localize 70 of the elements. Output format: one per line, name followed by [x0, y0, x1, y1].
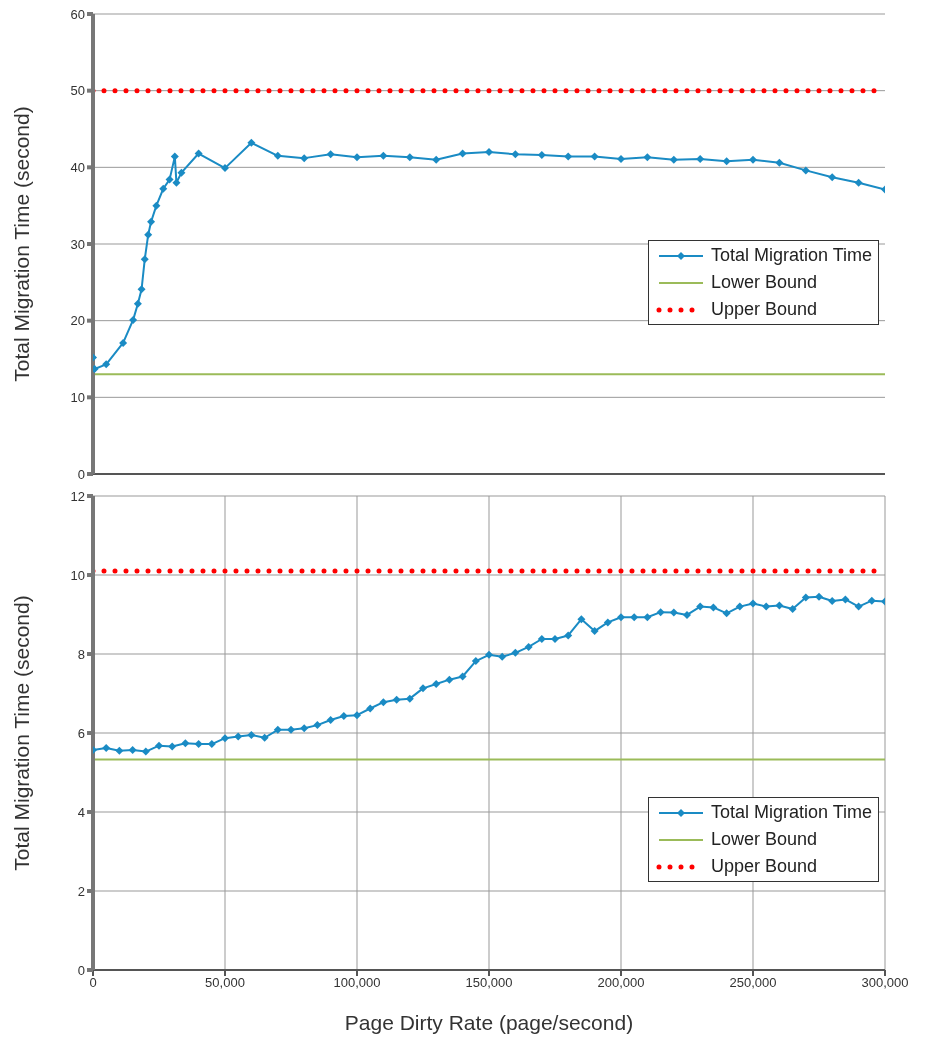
point [144, 230, 153, 239]
point [165, 175, 174, 184]
point [643, 153, 652, 162]
point [194, 149, 203, 158]
point [300, 154, 309, 163]
point [273, 151, 282, 160]
x-tick-label: 100,000 [333, 975, 381, 991]
point [137, 285, 146, 294]
y-tick-label: 50 [70, 83, 85, 99]
legend-label: Lower Bound [710, 272, 818, 293]
y-tick-label: 60 [70, 6, 85, 22]
x-axis-title: Page Dirty Rate (page/second) [344, 1011, 634, 1034]
point [102, 360, 111, 369]
point [458, 149, 467, 158]
x-tick-label: 200,000 [597, 975, 645, 991]
point [405, 153, 414, 162]
y-tick-label: 10 [70, 389, 85, 405]
legend-label: Upper Bound [710, 856, 818, 877]
point [485, 148, 493, 156]
y-tick-label: 2 [77, 883, 85, 899]
x-tick-label: 0 [89, 975, 97, 991]
point [696, 154, 705, 163]
point [172, 178, 181, 187]
point [775, 158, 784, 167]
point [152, 201, 161, 210]
legend-label: Lower Bound [710, 829, 818, 850]
y-tick-label: 4 [77, 804, 85, 820]
y-tick-label: 40 [70, 159, 85, 175]
point [119, 338, 128, 347]
y-tick-label: 30 [70, 236, 85, 252]
point [511, 150, 520, 159]
point [353, 153, 361, 162]
x-tick-label: 250,000 [729, 975, 777, 991]
point [854, 178, 863, 187]
y-tick-label: 6 [77, 725, 85, 741]
point [432, 155, 441, 164]
point [326, 150, 335, 159]
legend-label: Upper Bound [710, 299, 818, 320]
y-tick-label: 20 [70, 313, 85, 329]
legend-label: Total Migration Time [710, 802, 872, 823]
point [722, 157, 731, 166]
point [617, 154, 625, 163]
point [247, 138, 256, 147]
y-axis-title: Total Migration Time (second) [10, 106, 34, 382]
y-axis-title: Total Migration Time (second) [10, 595, 34, 871]
point [177, 168, 186, 177]
point [221, 164, 229, 173]
point [828, 173, 837, 182]
x-tick-label: 150,000 [465, 975, 513, 991]
point [749, 155, 757, 164]
point [129, 315, 138, 324]
x-tick-label: 50,000 [205, 975, 245, 991]
point [170, 152, 179, 161]
y-tick-label: 12 [70, 488, 85, 504]
point [669, 155, 678, 164]
y-tick-label: 8 [77, 646, 85, 662]
point [590, 152, 599, 161]
x-tick-label: 300,000 [861, 975, 909, 991]
point [801, 166, 810, 175]
point [147, 217, 156, 226]
y-tick-label: 0 [77, 962, 85, 978]
point [564, 152, 573, 161]
y-tick-label: 10 [70, 567, 85, 583]
point [159, 184, 168, 193]
point [133, 299, 142, 308]
legend-label: Total Migration Time [710, 245, 872, 266]
point [537, 151, 546, 160]
point [379, 151, 388, 160]
y-tick-label: 0 [77, 466, 85, 482]
point [140, 255, 149, 264]
